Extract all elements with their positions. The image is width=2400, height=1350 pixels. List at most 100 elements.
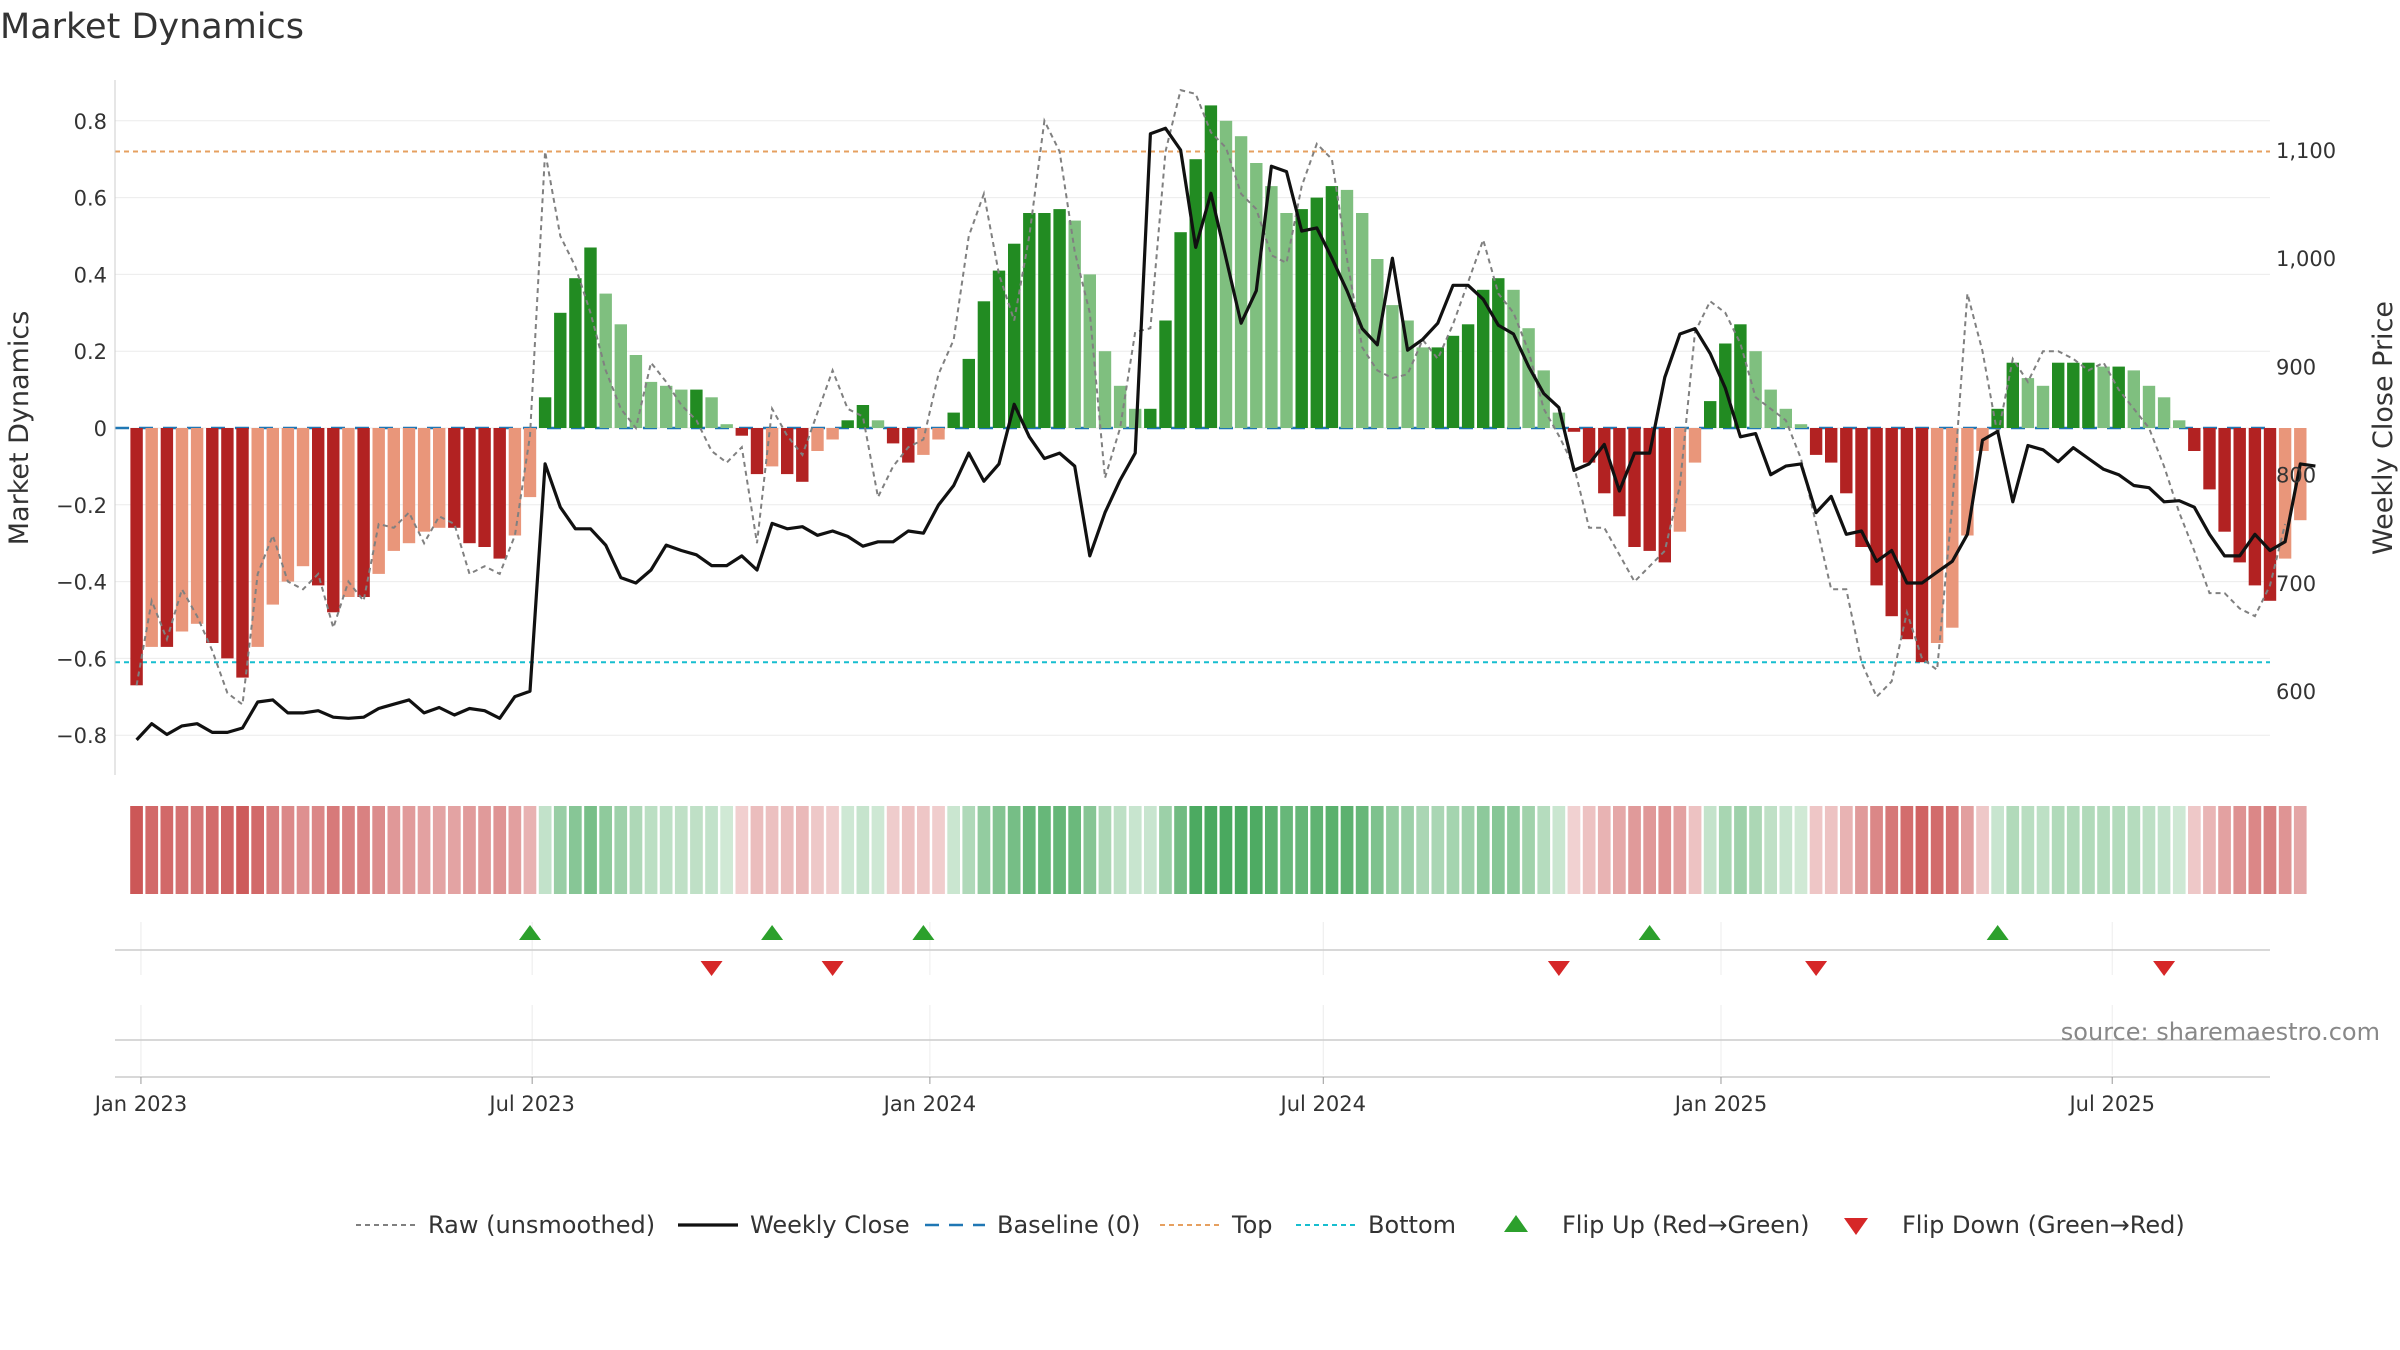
dynamics-bar	[2067, 362, 2080, 428]
dynamics-bar	[236, 428, 249, 678]
dynamics-bar	[266, 428, 279, 605]
regime-cell	[1159, 806, 1172, 894]
left-axis-title: Market Dynamics	[4, 311, 35, 546]
regime-cell	[1295, 806, 1308, 894]
dynamics-bar	[1840, 428, 1853, 494]
regime-cell	[190, 806, 204, 894]
dynamics-bar	[1492, 278, 1505, 428]
legend-flip-up-icon	[1504, 1215, 1528, 1232]
left-tick-label: 0.4	[74, 263, 107, 287]
regime-cell	[1885, 806, 1899, 894]
regime-cell	[493, 806, 507, 894]
dynamics-bar	[1825, 428, 1838, 463]
dynamics-bar	[433, 428, 446, 528]
dynamics-bar	[1265, 186, 1278, 428]
dynamics-bar	[856, 405, 870, 428]
dynamics-bar	[478, 428, 491, 547]
dynamics-bar	[2127, 370, 2140, 428]
dynamics-bar	[1053, 209, 1066, 428]
regime-cell	[1734, 806, 1747, 894]
flip-down-marker	[1547, 961, 1570, 976]
dynamics-bar	[2173, 420, 2186, 428]
dynamics-bar	[523, 428, 537, 498]
dynamics-bar	[811, 428, 824, 451]
dynamics-bar	[1340, 189, 1354, 428]
dynamics-bar	[1461, 324, 1475, 428]
dynamics-bar	[1688, 428, 1702, 463]
dynamics-bar	[720, 424, 733, 428]
dynamics-bar	[1507, 289, 1520, 428]
dynamics-bar	[841, 420, 854, 428]
regime-cell	[1174, 806, 1187, 894]
dynamics-bar	[2188, 428, 2201, 451]
dynamics-bar	[1946, 428, 1959, 628]
regime-cell	[705, 806, 718, 894]
dynamics-bar	[251, 428, 264, 647]
x-axis: Jan 2023 Jul 2023 Jan 2024 Jul 2024 Jan 2025…	[93, 1077, 2155, 1116]
regime-cell	[1991, 806, 2004, 894]
dynamics-bar	[1189, 159, 1202, 428]
regime-cell	[236, 806, 249, 894]
regime-cell	[690, 806, 703, 894]
left-tick-label: 0.8	[74, 110, 107, 134]
regime-cell	[1189, 806, 1203, 894]
regime-strip	[130, 806, 2307, 894]
regime-cell	[1643, 806, 1656, 894]
regime-cell	[1386, 806, 1399, 894]
regime-cell	[720, 806, 733, 894]
left-tick-label: 0.2	[74, 340, 107, 364]
regime-cell	[659, 806, 673, 894]
regime-cell	[478, 806, 491, 894]
dynamics-bar	[977, 301, 991, 428]
regime-cell	[160, 806, 174, 894]
regime-cell	[1628, 806, 1641, 894]
dynamics-bar	[1628, 428, 1641, 547]
regime-cell	[2233, 806, 2247, 894]
regime-cell	[1688, 806, 1702, 894]
dynamics-bar	[372, 428, 385, 574]
regime-cell	[962, 806, 976, 894]
dynamics-bar	[508, 428, 522, 536]
dynamics-bar	[2218, 428, 2231, 532]
x-tick-label: Jul 2024	[1279, 1092, 1366, 1116]
dynamics-bar	[1310, 197, 1323, 428]
regime-cell	[448, 806, 461, 894]
flip-up-marker	[912, 925, 935, 940]
dynamics-bar	[1613, 428, 1626, 517]
dynamics-bar	[312, 428, 325, 586]
dynamics-bar	[1008, 243, 1021, 428]
dynamics-bar	[1658, 428, 1671, 563]
regime-cell	[130, 806, 143, 894]
regime-cell	[614, 806, 628, 894]
regime-cell	[796, 806, 809, 894]
regime-cell	[674, 806, 688, 894]
regime-cell	[1098, 806, 1112, 894]
dynamics-bar	[1401, 320, 1414, 428]
regime-cell	[1492, 806, 1505, 894]
regime-cell	[553, 806, 567, 894]
right-tick-label: 900	[2276, 355, 2316, 379]
regime-cell	[2021, 806, 2035, 894]
regime-cell	[1446, 806, 1460, 894]
dynamics-bar	[962, 358, 975, 428]
flip-up-marker	[761, 925, 784, 940]
regime-cell	[2157, 806, 2171, 894]
regime-cell	[1310, 806, 1324, 894]
regime-cell	[1083, 806, 1097, 894]
dynamics-bar	[2097, 366, 2110, 428]
regime-cell	[221, 806, 234, 894]
regime-cell	[1280, 806, 1293, 894]
dynamics-bar	[327, 428, 340, 613]
dynamics-bar	[765, 428, 779, 467]
regime-cell	[2278, 806, 2292, 894]
regime-cell	[342, 806, 355, 894]
dynamics-bar	[584, 247, 597, 428]
regime-cell	[2036, 806, 2050, 894]
dynamics-bar	[1477, 289, 1490, 428]
dynamics-bar	[1204, 105, 1218, 429]
dynamics-bar	[886, 428, 900, 444]
dynamics-bar	[281, 428, 295, 582]
regime-cell	[2172, 806, 2186, 894]
dynamics-bar	[917, 428, 930, 455]
